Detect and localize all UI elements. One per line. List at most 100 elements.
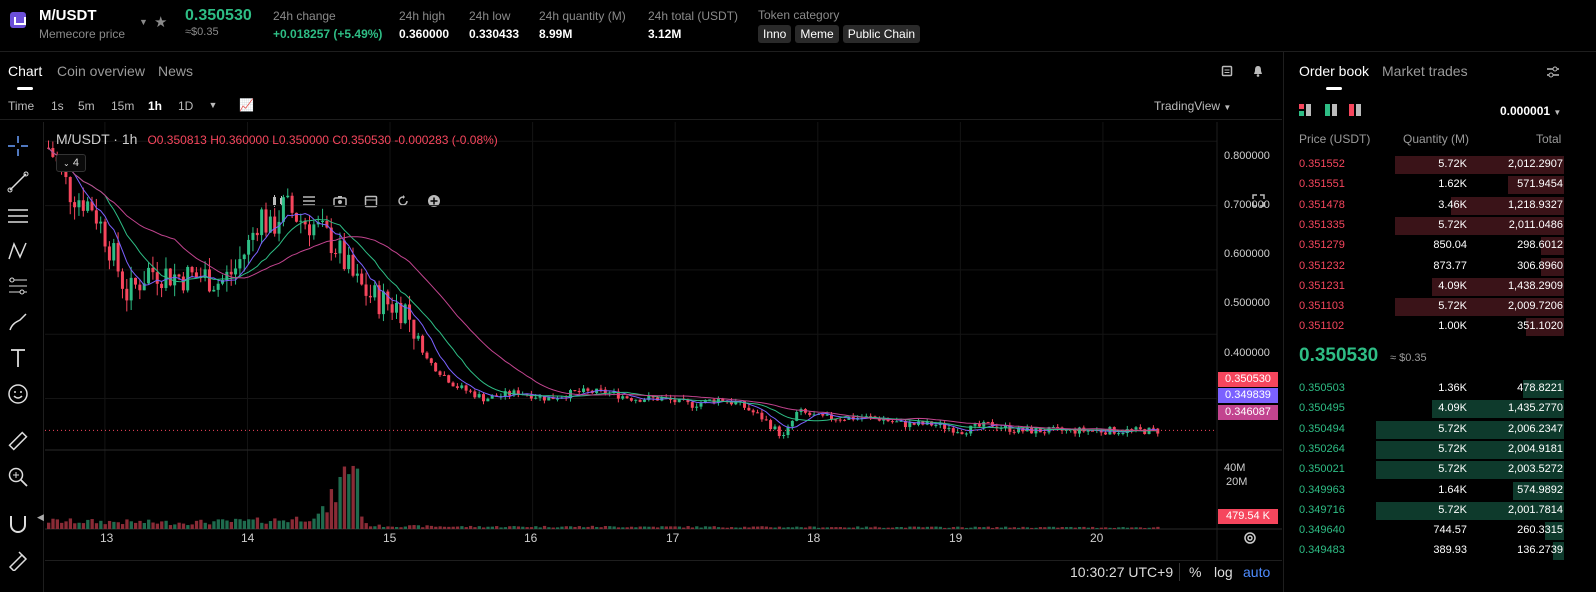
pattern-icon[interactable]	[6, 239, 30, 263]
chart-bottom-bar: 10:30:27 UTC+9 % log auto	[45, 560, 1282, 592]
view-asks-icon[interactable]	[1349, 104, 1361, 116]
timeframe-15m[interactable]: 15m	[111, 99, 135, 113]
candle-body	[451, 382, 455, 387]
candle-body	[168, 268, 172, 286]
row-total: 306.8960	[1517, 259, 1563, 272]
log-toggle[interactable]: log	[1214, 564, 1233, 580]
ask-row[interactable]: 0.351279 850.04 298.6012	[1284, 236, 1596, 256]
volume-bar	[399, 527, 403, 529]
indicators-icon[interactable]: 📈	[239, 98, 254, 112]
bid-row[interactable]: 0.350503 1.36K 478.8221	[1284, 379, 1596, 399]
add-icon[interactable]	[427, 194, 441, 208]
candle-body	[1130, 429, 1134, 431]
precision-select[interactable]: 0.000001 ▼	[1500, 104, 1561, 118]
depth-bar	[1541, 257, 1564, 276]
ask-row[interactable]: 0.351478 3.46K 1,218.9327	[1284, 196, 1596, 216]
calendar-icon[interactable]	[364, 194, 378, 208]
tag-meme[interactable]: Meme	[795, 25, 839, 43]
zoom-in-icon[interactable]	[6, 465, 30, 489]
candle-body	[782, 435, 786, 437]
collapse-toolbar-icon[interactable]: ◀	[37, 512, 44, 522]
candle-body	[986, 421, 990, 423]
fullscreen-icon[interactable]	[1252, 194, 1265, 207]
ask-row[interactable]: 0.351231 4.09K 1,438.2909	[1284, 277, 1596, 297]
candle-body	[281, 197, 285, 222]
crosshair-icon[interactable]	[6, 134, 30, 158]
volume-bar	[656, 527, 660, 529]
ask-row[interactable]: 0.351552 5.72K 2,012.2907	[1284, 155, 1596, 175]
volume-bar	[86, 519, 90, 529]
tab-order-book[interactable]: Order book	[1299, 63, 1370, 90]
tag-inno[interactable]: Inno	[758, 25, 792, 43]
magnet-icon[interactable]	[6, 512, 30, 536]
alert-bell-icon[interactable]	[1252, 65, 1264, 77]
indicator-collapse-badge[interactable]: ⌄ 4	[56, 154, 86, 172]
ruler-icon[interactable]	[6, 429, 30, 453]
bid-row[interactable]: 0.349716 5.72K 2,001.7814	[1284, 501, 1596, 521]
text-tool-icon[interactable]	[6, 346, 30, 370]
ask-row[interactable]: 0.351102 1.00K 351.1020	[1284, 317, 1596, 337]
volume-bar	[943, 527, 947, 529]
timeframe-dropdown-icon[interactable]: ▼	[208, 100, 218, 110]
percent-toggle[interactable]: %	[1189, 564, 1202, 580]
bid-row[interactable]: 0.350495 4.09K 1,435.2770	[1284, 399, 1596, 419]
pair-dropdown-icon[interactable]: ▼	[139, 17, 148, 27]
brush-icon[interactable]	[6, 310, 30, 334]
tab-market-trades[interactable]: Market trades	[1382, 63, 1468, 79]
bid-row[interactable]: 0.350494 5.72K 2,006.2347	[1284, 420, 1596, 440]
trendline-icon[interactable]	[6, 170, 30, 194]
chart-settings-gear-icon[interactable]	[1243, 531, 1257, 545]
candle-body	[1017, 427, 1021, 433]
candle-type-icon[interactable]	[271, 194, 285, 208]
row-price: 0.351335	[1299, 218, 1345, 231]
notes-icon[interactable]	[1221, 65, 1233, 77]
layout-settings-icon[interactable]	[302, 194, 316, 208]
tab-coin-overview[interactable]: Coin overview	[57, 63, 145, 79]
timeframe-1s[interactable]: 1s	[51, 99, 64, 113]
tag-public-chain[interactable]: Public Chain	[842, 25, 921, 43]
ask-row[interactable]: 0.351335 5.72K 2,011.0486	[1284, 216, 1596, 236]
ask-row[interactable]: 0.351103 5.72K 2,009.7206	[1284, 297, 1596, 317]
bid-row[interactable]: 0.349640 744.57 260.3315	[1284, 521, 1596, 541]
row-quantity: 4.09K	[1438, 402, 1467, 415]
timeframe-5m[interactable]: 5m	[78, 99, 95, 113]
pair-name[interactable]: M/USDT	[39, 7, 97, 24]
volume-bar	[795, 526, 799, 529]
volume-bar	[999, 527, 1003, 529]
bid-row[interactable]: 0.349483 389.93 136.2739	[1284, 541, 1596, 561]
view-both-icon[interactable]	[1299, 104, 1311, 116]
volume-bar	[995, 526, 999, 529]
volume-bar	[969, 527, 973, 529]
volume-bar	[673, 526, 677, 529]
bid-row[interactable]: 0.349963 1.64K 574.9892	[1284, 481, 1596, 501]
volume-bar	[690, 527, 695, 529]
tab-news[interactable]: News	[158, 63, 194, 79]
timeframe-time[interactable]: Time	[8, 99, 35, 113]
orderbook-settings-icon[interactable]	[1546, 65, 1560, 79]
volume-bar	[1064, 527, 1069, 529]
stat-24h-change: 24h change +0.018257 (+5.49%)	[273, 9, 382, 41]
horizontal-lines-icon[interactable]	[6, 204, 30, 228]
reset-icon[interactable]	[396, 194, 410, 208]
timeframe-1d[interactable]: 1D	[178, 99, 194, 113]
emoji-icon[interactable]	[6, 382, 30, 406]
legend-open: O0.350813	[147, 133, 207, 147]
favorite-star-icon[interactable]: ★	[154, 14, 168, 31]
tradingview-toggle[interactable]: TradingView ▼	[1154, 99, 1231, 113]
timeframe-1h[interactable]: 1h	[148, 99, 163, 113]
candle-body	[221, 280, 224, 284]
auto-toggle[interactable]: auto	[1243, 564, 1271, 580]
ask-row[interactable]: 0.351551 1.62K 571.9454	[1284, 175, 1596, 195]
candle-body	[599, 388, 603, 390]
volume-bar	[525, 527, 529, 529]
lock-drawing-icon[interactable]	[6, 547, 30, 571]
tab-chart[interactable]: Chart	[8, 63, 43, 90]
bid-row[interactable]: 0.350264 5.72K 2,004.9181	[1284, 440, 1596, 460]
price-chart[interactable]	[45, 122, 1282, 560]
volume-bar	[338, 476, 342, 529]
volume-bar	[760, 526, 764, 529]
bid-row[interactable]: 0.350021 5.72K 2,003.5272	[1284, 460, 1596, 480]
fib-icon[interactable]	[6, 274, 30, 298]
ask-row[interactable]: 0.351232 873.77 306.8960	[1284, 257, 1596, 277]
view-bids-icon[interactable]	[1325, 104, 1337, 116]
